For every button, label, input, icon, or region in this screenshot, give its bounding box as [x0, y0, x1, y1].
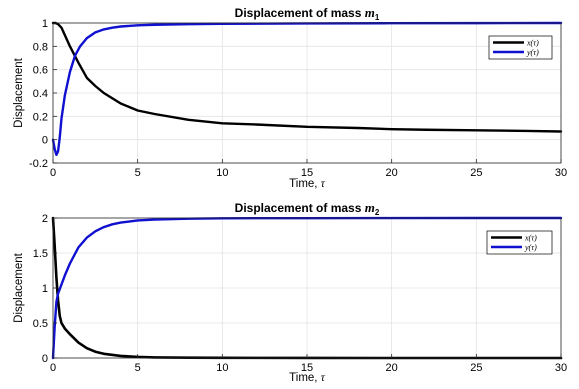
- x-tick-label: 10: [216, 362, 228, 374]
- subplot-mass-2: 0 5 10 15 20 25 30 0 0.5 1 1.5 2 Displacement of ma…: [13, 200, 567, 384]
- subplot-mass-1: 0 5 10 15 20 25 30-0.200.20.40.60.81 Displacem…: [13, 5, 567, 190]
- series-group: [51, 21, 563, 157]
- y-tick-label: 2: [42, 213, 48, 225]
- y-tick-label: 1.5: [33, 248, 48, 260]
- legend-label-x: x(τ): [526, 39, 539, 48]
- x-tick-label: 15: [301, 362, 313, 374]
- x-tick-label: 30: [555, 362, 567, 374]
- y-tick-label: 1: [42, 18, 48, 30]
- y-axis-label: Displacement: [13, 57, 25, 127]
- y-tick-label: 0.4: [33, 88, 48, 100]
- tick-labels: 0 5 10 15 20 25 30-0.200.20.40.60.81: [29, 18, 567, 179]
- legend-box: [488, 35, 553, 60]
- x-tick-label: 15: [301, 167, 313, 179]
- series-line-y: [51, 21, 563, 157]
- x-tick-label: 10: [216, 167, 228, 179]
- x-tick-label: 20: [386, 362, 398, 374]
- x-tick-label: 20: [386, 167, 398, 179]
- legend-label-y: y(τ): [524, 243, 537, 252]
- x-tick-label: 0: [50, 362, 56, 374]
- x-axis-label: Time, τ: [289, 372, 326, 384]
- grid-lines: [52, 22, 562, 164]
- x-axis-label: Time, τ: [289, 178, 326, 190]
- x-tick-label: 0: [50, 167, 56, 179]
- chart-title: Displacement of mass m1: [235, 5, 380, 22]
- y-tick-label: 0: [42, 135, 48, 147]
- y-tick-label: -0.2: [29, 158, 48, 170]
- y-tick-label: 0.5: [33, 318, 48, 330]
- legend-label-y: y(τ): [526, 48, 539, 57]
- grid-lines: [52, 217, 562, 359]
- x-tick-label: 5: [135, 167, 141, 179]
- x-tick-label: 5: [135, 362, 141, 374]
- y-tick-label: 0.8: [33, 41, 48, 53]
- series-line-x: [51, 21, 563, 133]
- tick-labels: 0 5 10 15 20 25 30 0 0.5 1 1.5 2: [33, 213, 567, 374]
- y-axis-label: Displacement: [13, 252, 25, 322]
- legend-box: [486, 230, 553, 255]
- x-tick-label: 25: [470, 362, 482, 374]
- legend: x(τ) y(τ): [486, 230, 553, 255]
- y-tick-label: 0.2: [33, 111, 48, 123]
- y-tick-label: 0: [42, 353, 48, 365]
- chart-title: Displacement of mass m2: [235, 200, 380, 217]
- legend: x(τ) y(τ): [488, 35, 553, 60]
- y-tick-label: 1: [42, 283, 48, 295]
- y-tick-label: 0.6: [33, 65, 48, 77]
- legend-label-x: x(τ): [524, 234, 537, 243]
- x-tick-label: 30: [555, 167, 567, 179]
- x-tick-label: 25: [470, 167, 482, 179]
